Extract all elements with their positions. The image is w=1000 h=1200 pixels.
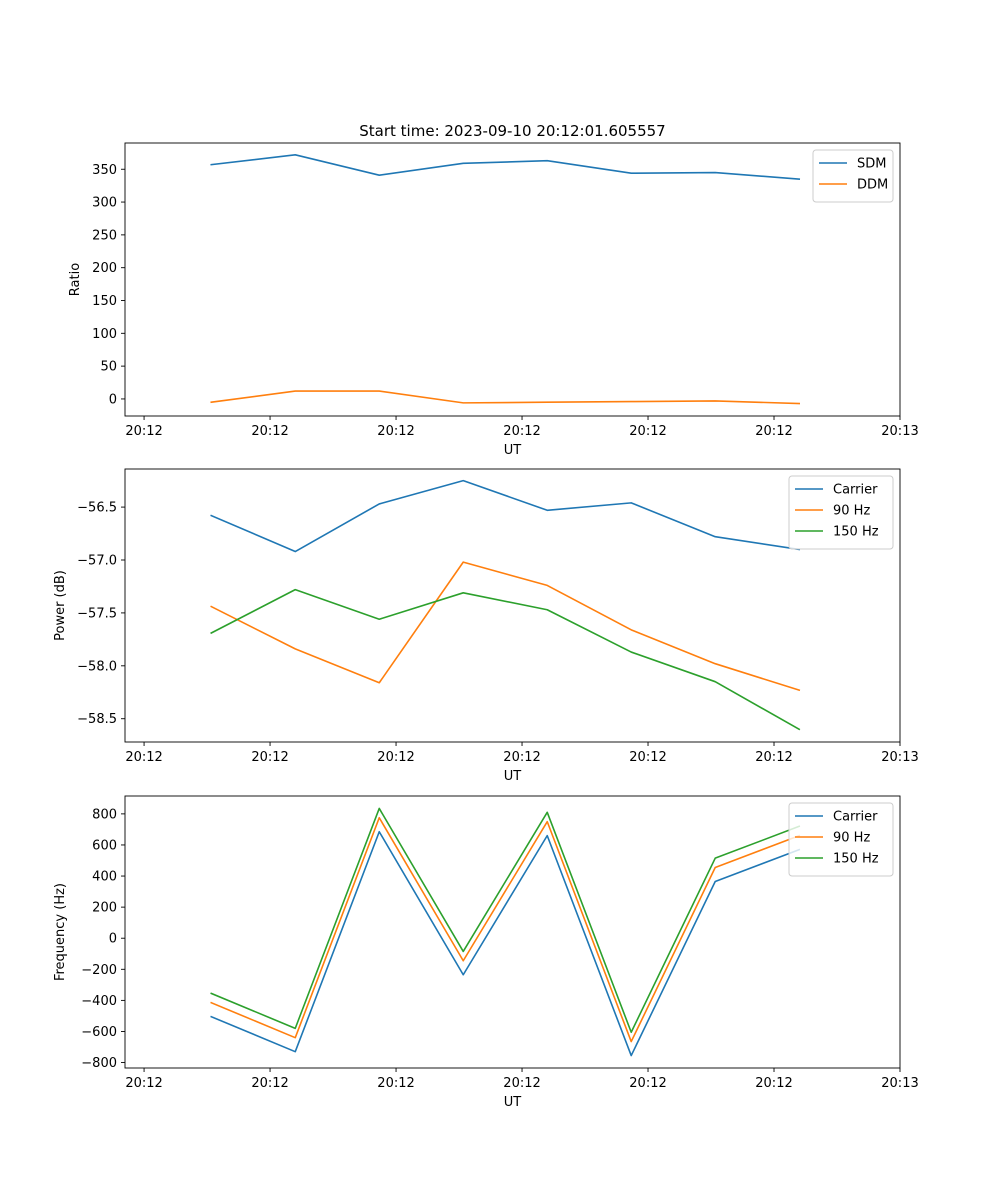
x-tick-label: 20:13 [881,1076,918,1091]
x-tick-label: 20:12 [755,1076,792,1091]
y-tick-label: 600 [92,838,117,853]
legend: Carrier 90 Hz 150 Hz [788,802,894,877]
x-tick-label: 20:12 [377,1076,414,1091]
x-tick-label: 20:12 [629,750,666,765]
y-tick-label: 0 [109,392,117,407]
legend: SDM DDM [812,149,894,203]
y-tick-label: 100 [92,327,117,342]
y-tick-label: −58.5 [77,712,117,727]
x-axis-label: UT [504,1095,522,1110]
y-tick-label: −57.0 [77,554,117,569]
y-tick-label: 400 [92,870,117,885]
y-tick-label: 200 [92,261,117,276]
y-tick-label: −400 [81,994,117,1009]
y-tick-label: −58.0 [77,659,117,674]
y-tick-label: 200 [92,901,117,916]
x-tick-label: 20:12 [377,424,414,439]
x-tick-label: 20:12 [377,750,414,765]
series-line-sdm [210,154,801,180]
axes-frame [124,142,901,417]
series-line-90-hz [210,816,801,1043]
x-tick-label: 20:12 [629,424,666,439]
y-tick-label: 300 [92,196,117,211]
axes-frame [124,468,901,743]
series-line-150-hz [210,807,801,1034]
x-tick-label: 20:12 [125,424,162,439]
legend-label: DDM [857,178,888,193]
chart-panel-1: Start time: 2023-09-10 20:12:01.605557 20… [68,122,919,458]
x-axis-label: UT [504,443,522,458]
legend-label: 150 Hz [833,525,879,540]
y-tick-label: −600 [81,1025,117,1040]
x-tick-label: 20:12 [125,1076,162,1091]
x-tick-label: 20:12 [629,1076,666,1091]
series-group [210,807,801,1057]
y-axis-label: Ratio [68,263,83,296]
x-tick-label: 20:13 [881,750,918,765]
series-line-ddm [210,390,801,405]
legend-label: Carrier [833,810,878,825]
legend-label: 90 Hz [833,504,870,519]
x-tick-label: 20:12 [251,750,288,765]
y-tick-label: −200 [81,963,117,978]
x-tick-label: 20:13 [881,424,918,439]
y-axis-label: Frequency (Hz) [53,883,68,981]
y-tick-label: 0 [109,932,117,947]
y-tick-label: 250 [92,228,117,243]
chart-panel-3: 20:12 20:12 20:12 20:12 20:12 20:12 20:13 −800 −… [53,795,919,1110]
x-tick-label: 20:12 [251,1076,288,1091]
series-group [210,479,801,731]
series-line-90-hz [210,561,801,692]
x-tick-label: 20:12 [503,424,540,439]
x-tick-label: 20:12 [503,1076,540,1091]
legend-label: SDM [857,157,886,172]
series-line-carrier [210,479,801,553]
series-group [210,154,801,405]
y-tick-label: −800 [81,1056,117,1071]
series-line-carrier [210,830,801,1057]
legend-label: 150 Hz [833,852,879,867]
series-line-150-hz [210,588,801,731]
y-tick-label: 150 [92,294,117,309]
x-tick-label: 20:12 [251,424,288,439]
axes-frame [124,795,901,1069]
y-tick-label: 800 [92,807,117,822]
x-axis-label: UT [504,769,522,784]
chart-title: Start time: 2023-09-10 20:12:01.605557 [359,122,665,140]
legend-label: Carrier [833,483,878,498]
y-tick-label: 350 [92,163,117,178]
y-tick-label: −56.5 [77,501,117,516]
legend: Carrier 90 Hz 150 Hz [788,475,894,550]
x-tick-label: 20:12 [755,424,792,439]
y-tick-label: 50 [100,360,117,375]
x-tick-label: 20:12 [125,750,162,765]
x-tick-label: 20:12 [503,750,540,765]
y-tick-label: −57.5 [77,606,117,621]
legend-label: 90 Hz [833,831,870,846]
y-axis-label: Power (dB) [53,570,68,641]
x-tick-label: 20:12 [755,750,792,765]
chart-panel-2: 20:12 20:12 20:12 20:12 20:12 20:12 20:13 −58.5… [53,468,919,784]
